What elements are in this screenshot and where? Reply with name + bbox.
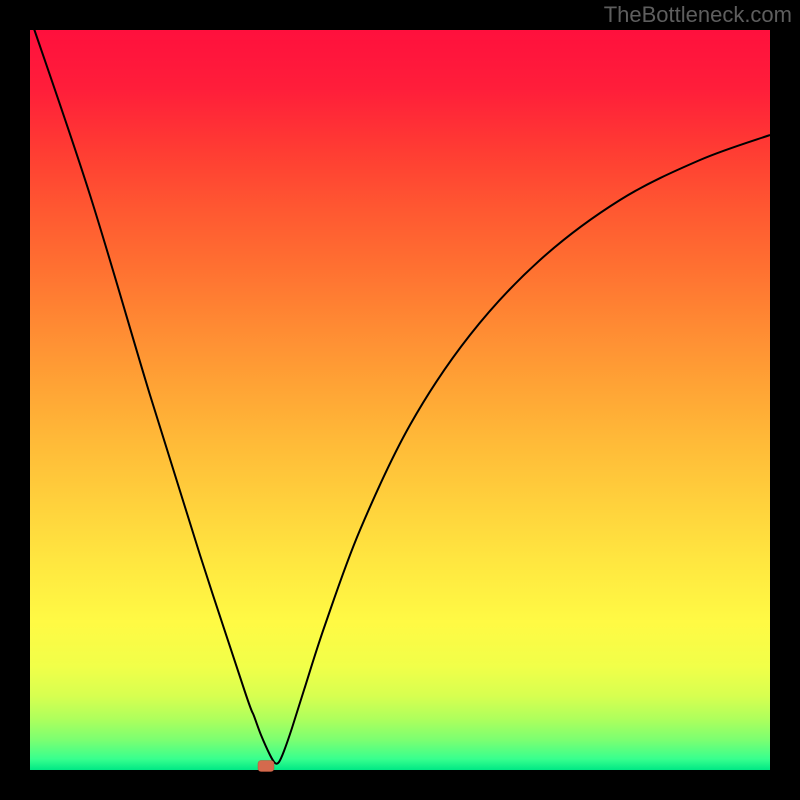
watermark-text: TheBottleneck.com xyxy=(604,2,792,28)
chart-container: TheBottleneck.com xyxy=(0,0,800,800)
minimum-marker xyxy=(258,761,274,772)
bottleneck-chart xyxy=(0,0,800,800)
plot-background xyxy=(30,30,770,770)
